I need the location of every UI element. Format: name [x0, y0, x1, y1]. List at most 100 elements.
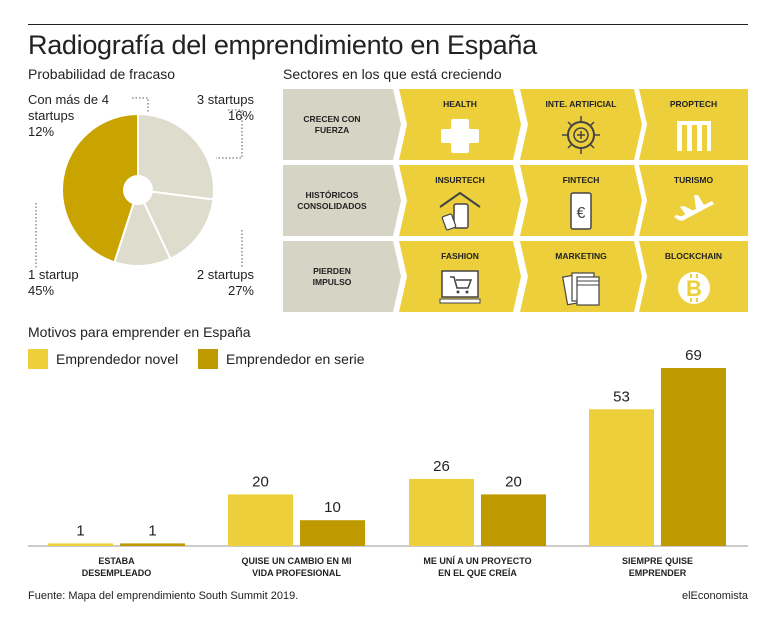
bar-value-label: 1: [76, 522, 84, 539]
pie-label-mas4-line1: Con más de 4: [28, 92, 109, 107]
sector-row-crecen: CRECEN CON FUERZA HEALTH INTE. ARTIFICIAL…: [283, 89, 748, 160]
pie-label-2-value: 27%: [227, 283, 254, 298]
sector-cell-insurtech: INSURTECH: [399, 165, 521, 236]
pie-center-hole: [123, 175, 153, 205]
row-label: PIERDEN IMPULSO: [283, 241, 401, 312]
pie-slice-1: [61, 112, 139, 264]
sector-label: INTE. ARTIFICIAL: [545, 99, 617, 109]
row-label: HISTÓRICOS CONSOLIDADOS: [283, 165, 401, 236]
row-label-line1: HISTÓRICOS: [305, 189, 359, 200]
row-label: CRECEN CON FUERZA: [283, 89, 401, 160]
row-label-line2: FUERZA: [314, 124, 350, 135]
pie-leader-line: [132, 97, 149, 112]
category-label: ME UNÍ A UN PROYECTO: [423, 556, 531, 566]
bar-subtitle: Motivos para emprender en España: [28, 324, 251, 340]
sector-label: HEALTH: [443, 99, 477, 109]
bar-serie-3: [481, 494, 546, 546]
pie-label-3: 3 startups 16%: [194, 92, 254, 124]
category-label: QUISE UN CAMBIO EN MI: [241, 556, 351, 566]
bitcoin-icon: B: [677, 272, 710, 304]
sector-label: TURISMO: [673, 175, 714, 185]
sectors-grid: CRECEN CON FUERZA HEALTH INTE. ARTIFICIAL…: [283, 89, 748, 312]
sector-cell-turismo: TURISMO: [639, 165, 748, 236]
building-icon: [676, 121, 711, 151]
legend-swatch-novel: [28, 349, 48, 369]
ai-chip-icon: [562, 116, 600, 154]
pie-label-1: 1 startup 45%: [28, 267, 79, 299]
pie-label-2-line1: 2 startups: [196, 267, 254, 282]
sector-cell-blockchain: BLOCKCHAIN B: [639, 241, 748, 312]
pie-slice-2: [137, 112, 215, 201]
pie-leader-line: [216, 109, 243, 159]
row-label-line2: CONSOLIDADOS: [297, 200, 367, 211]
sector-cell-health: HEALTH: [399, 89, 521, 160]
bar-value-label: 69: [685, 347, 702, 364]
pie-label-1-value: 45%: [28, 283, 55, 298]
pie-label-mas4: Con más de 4 startups 12%: [28, 92, 109, 140]
source-note: Fuente: Mapa del emprendimiento South Su…: [28, 590, 299, 602]
legend-swatch-serie: [198, 349, 218, 369]
pie-slice-4: [113, 187, 172, 267]
bar-serie-2: [300, 520, 365, 546]
sector-label: INSURTECH: [435, 175, 485, 185]
pie-slice-3: [136, 188, 215, 261]
legend-label-novel: Emprendedor novel: [56, 351, 179, 367]
sector-cell-fashion: FASHION: [399, 241, 521, 312]
bar-novel-3: [409, 478, 474, 546]
documents-icon: [562, 272, 600, 306]
sector-cell-fintech: FINTECH €: [520, 165, 642, 236]
pie-label-2: 2 startups 27%: [194, 267, 254, 299]
bar-serie-4: [661, 368, 726, 546]
bar-value-label: 53: [613, 388, 630, 405]
sector-cell-proptech: PROPTECH: [639, 89, 748, 160]
row-label-line2: IMPULSO: [312, 276, 352, 287]
pie-svg: [35, 97, 243, 268]
pie-label-mas4-line2: startups: [28, 108, 75, 123]
sector-label: MARKETING: [555, 251, 607, 261]
sector-label: FINTECH: [562, 175, 600, 185]
svg-text:€: €: [577, 205, 586, 222]
plane-icon: [673, 195, 714, 221]
bar-value-label: 20: [505, 473, 522, 490]
motives-bar-chart: 1 1 ESTABA DESEMPLEADO 20 10 QUISE UN CAMBIO E…: [28, 347, 748, 578]
sectors-subtitle: Sectores en los que está creciendo: [283, 66, 502, 82]
category-label: SIEMPRE QUISE: [622, 556, 693, 566]
bar-novel-2: [228, 494, 293, 546]
top-rule: [28, 24, 748, 25]
sector-label: FASHION: [441, 251, 479, 261]
insurtech-icon: [439, 191, 481, 231]
euro-phone-icon: €: [570, 192, 592, 230]
category-label: DESEMPLEADO: [82, 568, 152, 578]
category-label: VIDA PROFESIONAL: [252, 568, 341, 578]
health-cross-icon: [441, 119, 479, 153]
sector-label: PROPTECH: [669, 99, 718, 109]
bar-serie-1: [120, 543, 185, 546]
bar-novel-4: [589, 409, 654, 546]
sector-cell-ai: INTE. ARTIFICIAL: [520, 89, 642, 160]
svg-text:B: B: [686, 276, 702, 301]
sector-label: BLOCKCHAIN: [664, 251, 723, 261]
publisher-credit: elEconomista: [681, 590, 748, 602]
sector-cell-marketing: MARKETING: [520, 241, 642, 312]
pie-subtitle: Probabilidad de fracaso: [28, 66, 176, 82]
row-label-line1: PIERDEN: [313, 265, 351, 276]
pie-label-mas4-value: 12%: [28, 124, 55, 139]
category-label: EMPRENDER: [629, 568, 687, 578]
failure-pie-chart: Con más de 4 startups 12% 3 startups 16%…: [28, 88, 278, 308]
shopping-cart-icon: [439, 270, 481, 304]
bar-novel-1: [48, 543, 113, 546]
row-label-line1: CRECEN CON: [303, 113, 361, 124]
page-title: Radiografía del emprendimiento en España: [28, 30, 537, 60]
pie-label-3-line1: 3 startups: [196, 92, 254, 107]
sector-row-pierden: PIERDEN IMPULSO FASHION MARKETING BLOCKCH…: [283, 241, 748, 312]
category-label: EN EL QUE CREÍA: [438, 568, 517, 578]
bar-value-label: 10: [324, 499, 341, 516]
sector-row-historicos: HISTÓRICOS CONSOLIDADOS INSURTECH FINTECH…: [283, 165, 748, 236]
category-label: ESTABA: [98, 556, 135, 566]
pie-label-1-line1: 1 startup: [28, 267, 79, 282]
bar-value-label: 1: [148, 522, 156, 539]
legend-label-serie: Emprendedor en serie: [226, 351, 365, 367]
bar-value-label: 20: [252, 473, 269, 490]
pie-label-3-value: 16%: [227, 108, 254, 123]
bar-value-label: 26: [433, 458, 450, 475]
